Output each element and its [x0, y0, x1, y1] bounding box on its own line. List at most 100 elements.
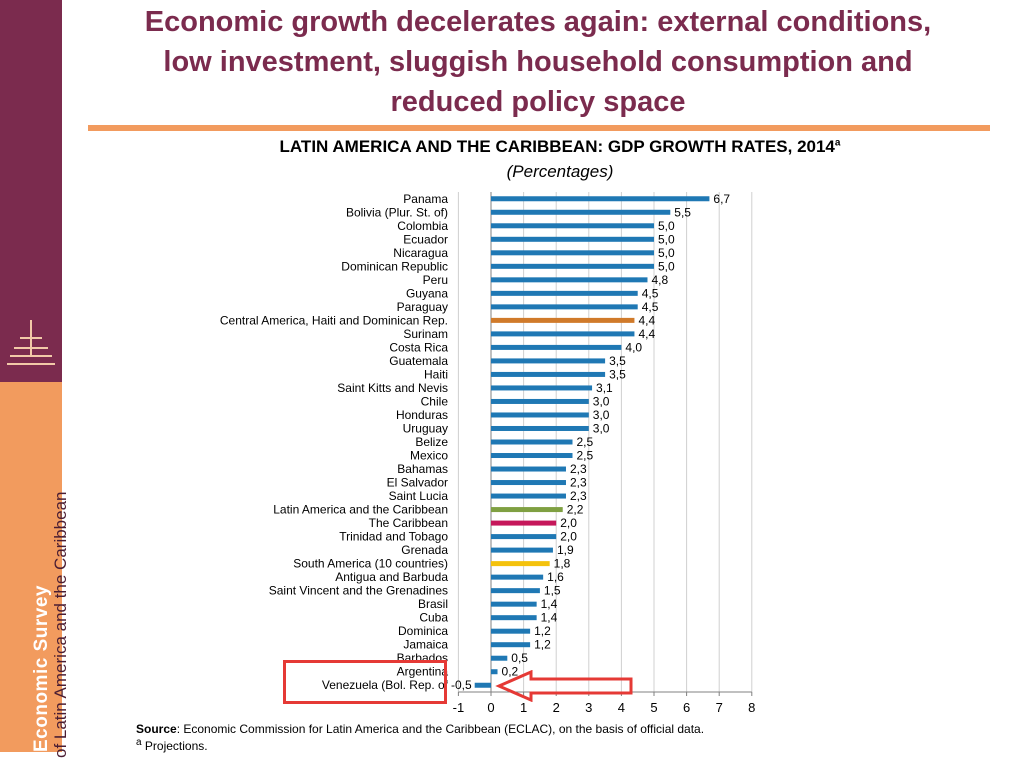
- highlight-arrow-icon: [495, 670, 633, 702]
- value-label: 1,2: [534, 624, 551, 638]
- bar-5: [491, 250, 654, 256]
- sidebar: Economic Survey of Latin America and the…: [0, 0, 70, 758]
- category-label: Bolivia (Plur. St. of): [346, 205, 448, 219]
- category-label: Saint Vincent and the Grenadines: [269, 584, 448, 598]
- bar-31: [491, 601, 537, 607]
- value-label: 2,3: [570, 489, 587, 503]
- source-label: Source: [136, 722, 177, 736]
- value-label: -0,5: [451, 678, 472, 692]
- chart-title-text: LATIN AMERICA AND THE CARIBBEAN: GDP GRO…: [279, 137, 835, 156]
- category-label: Costa Rica: [389, 340, 448, 354]
- value-label: 4,8: [651, 273, 668, 287]
- bar-7: [491, 277, 648, 283]
- category-label: Bahamas: [397, 462, 448, 476]
- value-label: 1,6: [547, 570, 564, 584]
- slide-headline: Economic growth decelerates again: exter…: [66, 2, 1010, 122]
- category-label: Colombia: [397, 219, 448, 233]
- bar-27: [491, 547, 553, 553]
- value-label: 0,5: [511, 651, 528, 665]
- bar-20: [491, 453, 573, 459]
- bar-6: [491, 263, 654, 269]
- bar-29: [491, 574, 544, 580]
- category-label: Venezuela (Bol. Rep. of: [322, 678, 449, 692]
- bar-37: [474, 682, 491, 688]
- bar-2: [491, 209, 671, 215]
- category-label: Brasil: [418, 597, 448, 611]
- bar-25: [491, 520, 557, 526]
- x-tick-label: 1: [520, 700, 527, 715]
- category-label: Dominican Republic: [341, 259, 448, 273]
- bar-24: [491, 507, 563, 513]
- category-label: Latin America and the Caribbean: [273, 503, 448, 517]
- category-label: Peru: [423, 273, 448, 287]
- bar-23: [491, 493, 566, 499]
- bar-9: [491, 304, 638, 310]
- bar-28: [491, 561, 550, 567]
- category-label: Paraguay: [397, 300, 448, 314]
- bar-17: [491, 412, 589, 418]
- category-label: Trinidad and Tobago: [339, 530, 448, 544]
- value-label: 3,0: [593, 421, 610, 435]
- x-tick-label: 5: [650, 700, 657, 715]
- bar-26: [491, 534, 557, 540]
- category-label: Guatemala: [389, 354, 448, 368]
- category-label: Antigua and Barbuda: [335, 570, 448, 584]
- value-label: 1,4: [541, 611, 558, 625]
- category-label: Jamaica: [403, 638, 448, 652]
- value-label: 2,3: [570, 462, 587, 476]
- bar-36: [491, 669, 498, 675]
- bar-18: [491, 425, 589, 431]
- bar-11: [491, 331, 635, 337]
- category-label: Nicaragua: [393, 246, 448, 260]
- value-label: 3,5: [609, 354, 626, 368]
- value-label: 3,0: [593, 394, 610, 408]
- bar-16: [491, 398, 589, 404]
- bar-19: [491, 439, 573, 445]
- value-label: 2,5: [577, 435, 594, 449]
- sidebar-bottom-panel: [0, 382, 62, 752]
- bar-13: [491, 358, 606, 364]
- eclac-logo-icon: [7, 320, 55, 365]
- bar-8: [491, 290, 638, 296]
- x-tick-label: 2: [553, 700, 560, 715]
- value-label: 5,5: [674, 205, 691, 219]
- value-label: 2,0: [560, 530, 577, 544]
- bar-34: [491, 642, 531, 648]
- category-label: Surinam: [403, 327, 448, 341]
- category-label: Guyana: [406, 286, 448, 300]
- category-label: Saint Lucia: [389, 489, 449, 503]
- bar-10: [491, 317, 635, 323]
- value-label: 5,0: [658, 232, 675, 246]
- value-label: 4,0: [625, 340, 642, 354]
- value-label: 6,7: [713, 192, 730, 206]
- category-label: Saint Kitts and Nevis: [337, 381, 448, 395]
- chart-title-footnote-mark: a: [834, 137, 841, 149]
- sidebar-top-panel: [0, 0, 62, 382]
- headline-divider: [88, 125, 990, 131]
- x-tick-label: 8: [748, 700, 755, 715]
- projection-note-text: Projections.: [141, 739, 208, 753]
- bar-30: [491, 588, 540, 594]
- category-label: Belize: [415, 435, 448, 449]
- x-tick-label: 3: [585, 700, 592, 715]
- x-tick-label: 0: [487, 700, 494, 715]
- value-label: 1,2: [534, 638, 551, 652]
- x-tick-label: 6: [683, 700, 690, 715]
- value-label: 5,0: [658, 246, 675, 260]
- value-label: 2,2: [567, 503, 584, 517]
- bar-4: [491, 236, 654, 242]
- category-label: Ecuador: [403, 232, 448, 246]
- category-label: Mexico: [410, 449, 448, 463]
- category-label: Dominica: [398, 624, 448, 638]
- value-label: 3,5: [609, 367, 626, 381]
- category-label: El Salvador: [387, 476, 448, 490]
- category-label: Chile: [421, 394, 449, 408]
- source-text: : Economic Commission for Latin America …: [176, 722, 705, 736]
- projection-note: a Projections.: [136, 737, 208, 753]
- value-label: 5,0: [658, 259, 675, 273]
- bar-3: [491, 223, 654, 229]
- bar-15: [491, 385, 593, 391]
- value-label: 4,4: [638, 313, 655, 327]
- x-tick-label: 7: [716, 700, 723, 715]
